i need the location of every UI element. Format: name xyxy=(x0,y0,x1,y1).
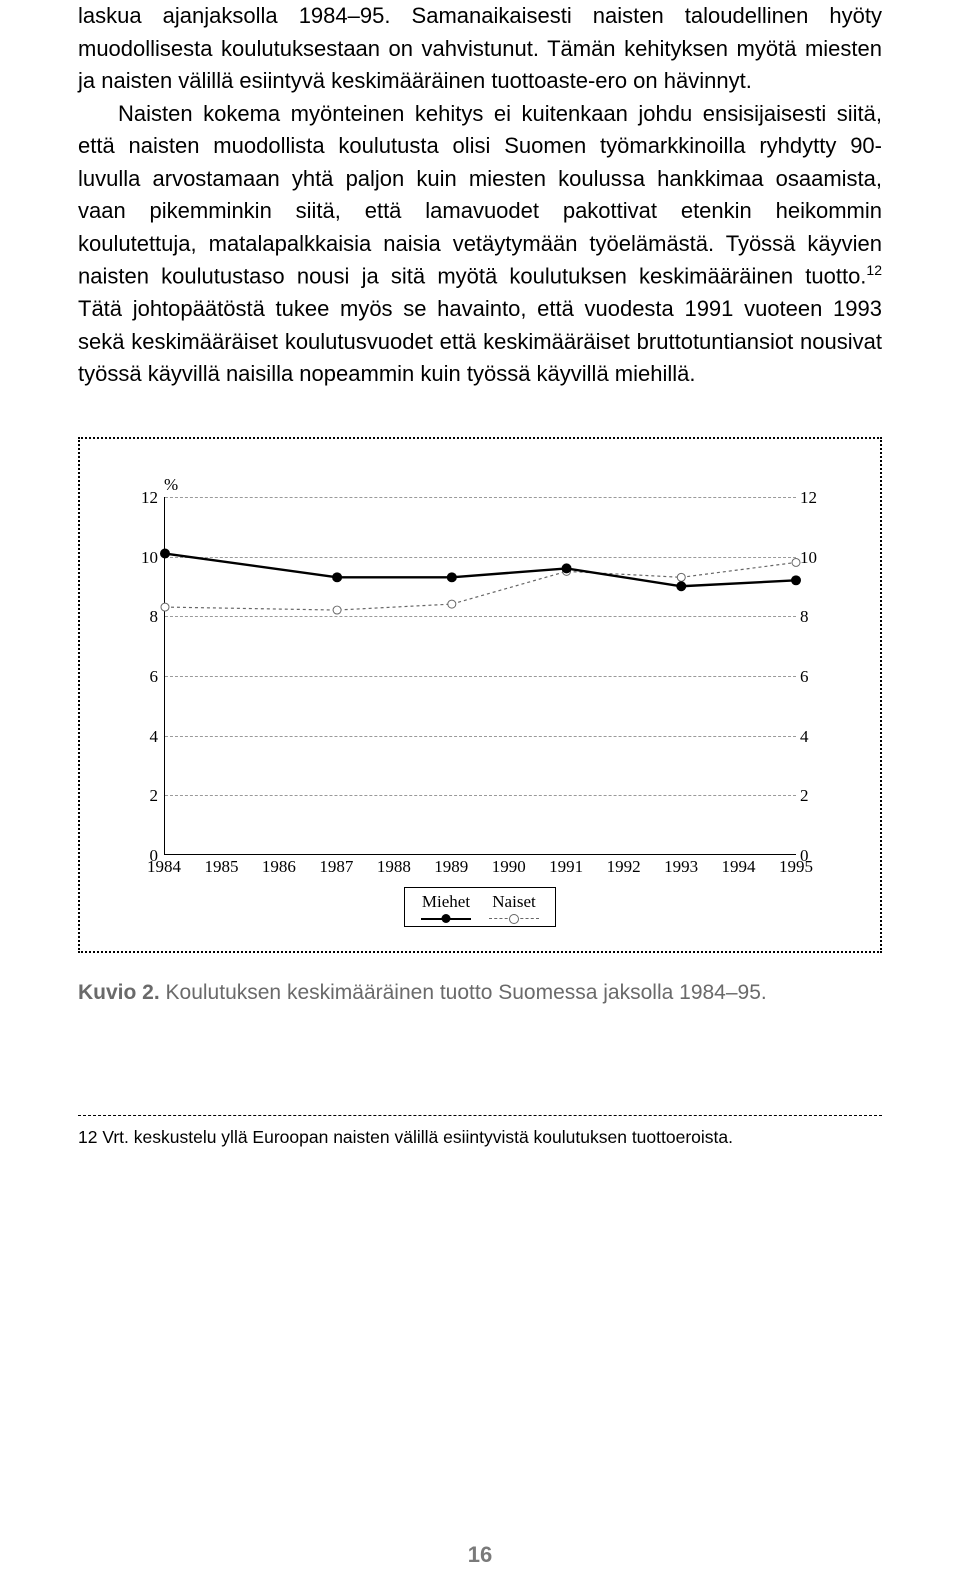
y-axis-unit: % xyxy=(164,475,178,495)
page-number: 16 xyxy=(468,1542,492,1568)
paragraph-1: laskua ajanjaksolla 1984–95. Samanaikais… xyxy=(78,0,882,391)
y-tick-label-left: 2 xyxy=(134,786,158,806)
y-tick-label-right: 12 xyxy=(800,488,824,508)
caption-text: Koulutuksen keskimääräinen tuotto Suomes… xyxy=(160,981,767,1004)
x-tick-label: 1995 xyxy=(774,857,818,877)
y-tick-label-left: 10 xyxy=(134,548,158,568)
caption-label: Kuvio 2. xyxy=(78,981,160,1004)
footnote-separator xyxy=(78,1115,882,1116)
y-tick-label-left: 8 xyxy=(134,607,158,627)
para2a-text: Naisten kokema myönteinen kehitys ei kui… xyxy=(78,101,882,289)
legend-item-naiset: Naiset xyxy=(489,892,539,924)
x-tick-label: 1986 xyxy=(257,857,301,877)
y-tick-label-right: 4 xyxy=(800,727,824,747)
chart-svg xyxy=(165,497,796,854)
footnote: 12 Vrt. keskustelu yllä Euroopan naisten… xyxy=(78,1126,882,1149)
para2b-text: Tätä johtopäätöstä tukee myös se havaint… xyxy=(78,296,882,386)
y-tick-label-right: 2 xyxy=(800,786,824,806)
footnote-text: Vrt. keskustelu yllä Euroopan naisten vä… xyxy=(97,1127,733,1147)
x-tick-label: 1985 xyxy=(199,857,243,877)
y-tick-label-right: 6 xyxy=(800,667,824,687)
figure-caption: Kuvio 2. Koulutuksen keskimääräinen tuot… xyxy=(78,981,882,1005)
x-tick-label: 1988 xyxy=(372,857,416,877)
footnote-num: 12 xyxy=(78,1127,97,1147)
legend-line-naiset xyxy=(489,914,539,924)
x-tick-label: 1984 xyxy=(142,857,186,877)
x-tick-label: 1994 xyxy=(717,857,761,877)
legend-item-miehet: Miehet xyxy=(421,892,471,924)
legend-line-miehet xyxy=(421,914,471,924)
y-tick-label-left: 6 xyxy=(134,667,158,687)
x-tick-label: 1987 xyxy=(314,857,358,877)
y-tick-label-left: 4 xyxy=(134,727,158,747)
y-tick-label-right: 10 xyxy=(800,548,824,568)
y-tick-label-left: 12 xyxy=(134,488,158,508)
para1-text: laskua ajanjaksolla 1984–95. Samanaikais… xyxy=(78,3,882,93)
x-tick-label: 1992 xyxy=(602,857,646,877)
chart-plot-area xyxy=(164,497,796,855)
footnote-ref: 12 xyxy=(866,262,882,278)
x-tick-label: 1991 xyxy=(544,857,588,877)
y-tick-label-right: 8 xyxy=(800,607,824,627)
chart-container: % Miehet Naiset 002244668810101212198419… xyxy=(78,437,882,953)
x-tick-label: 1990 xyxy=(487,857,531,877)
x-tick-label: 1989 xyxy=(429,857,473,877)
x-tick-label: 1993 xyxy=(659,857,703,877)
legend: Miehet Naiset xyxy=(404,887,556,927)
legend-label-miehet: Miehet xyxy=(422,892,470,912)
legend-label-naiset: Naiset xyxy=(492,892,535,912)
